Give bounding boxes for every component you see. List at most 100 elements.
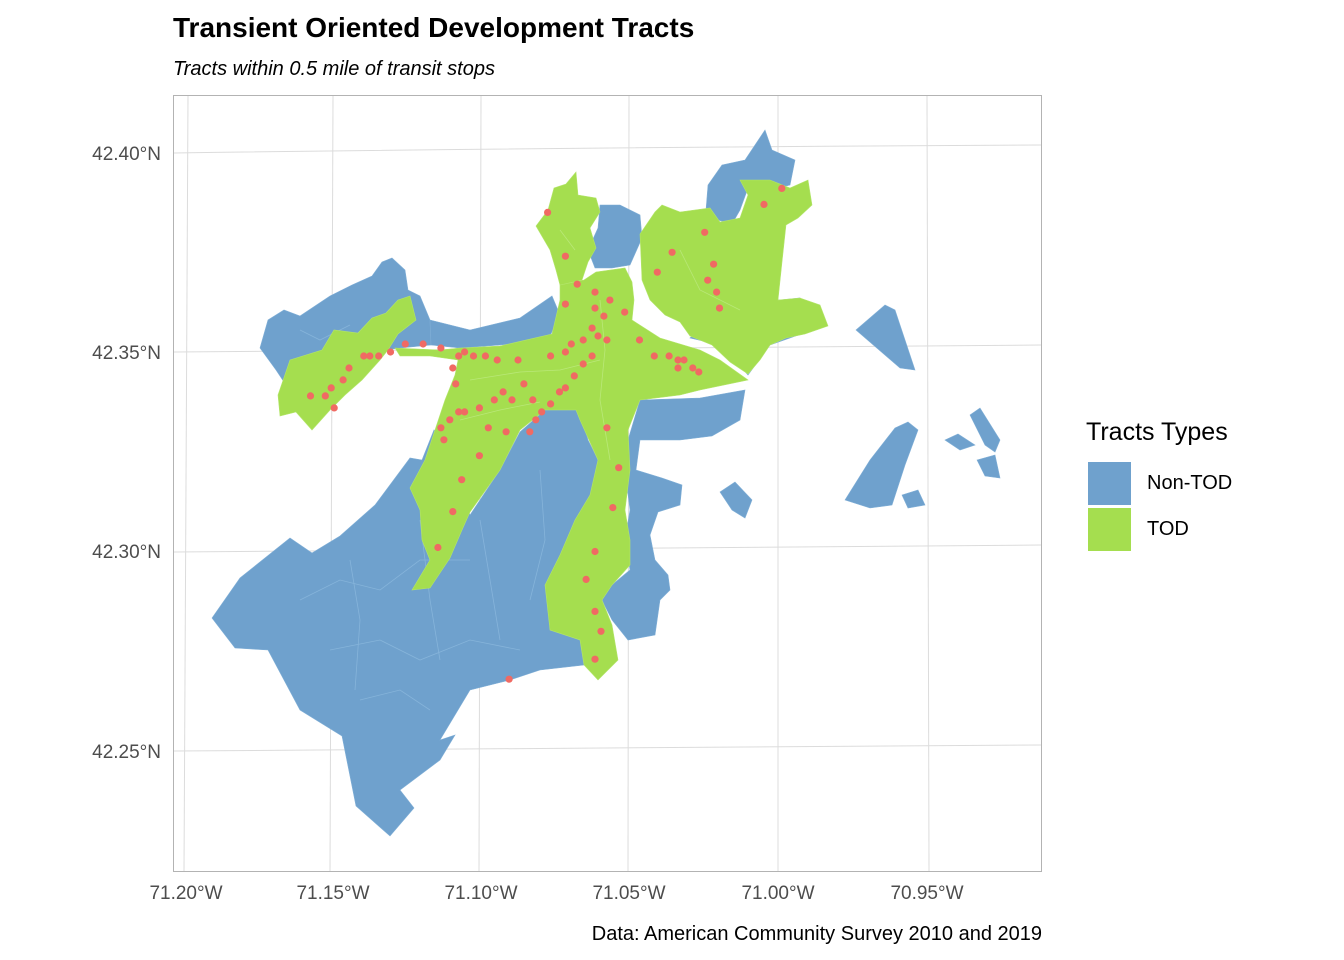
transit-stop-point <box>715 304 724 312</box>
transit-stop-point <box>778 184 786 192</box>
transit-stop-point <box>490 396 498 404</box>
y-tick-label: 42.40°N <box>92 144 161 165</box>
transit-stop-point <box>475 404 483 412</box>
transit-stop-point <box>327 384 335 392</box>
transit-stop-point <box>446 416 454 424</box>
transit-stop-point <box>440 436 448 444</box>
transit-stop-point <box>386 348 395 356</box>
transit-stop-point <box>330 404 338 412</box>
transit-stop-point <box>591 288 599 296</box>
transit-stop-point <box>603 424 611 432</box>
y-tick-label: 42.35°N <box>92 343 161 364</box>
island-5 <box>944 433 976 451</box>
transit-stop-point <box>555 388 564 396</box>
transit-stop-point <box>588 324 596 332</box>
transit-stop-point <box>561 252 570 260</box>
transit-stop-point <box>449 364 457 372</box>
transit-stop-point <box>452 380 460 388</box>
transit-stop-point <box>401 340 409 348</box>
island-4 <box>901 489 926 509</box>
transit-stop-point <box>526 428 534 436</box>
transit-stop-point <box>475 452 483 460</box>
transit-stop-point <box>455 408 463 416</box>
transit-stop-point <box>455 352 463 360</box>
island-7 <box>976 454 1001 479</box>
transit-stop-point <box>597 627 605 635</box>
y-tick-label: 42.25°N <box>92 742 161 763</box>
tract-east-boston-tod <box>639 179 829 375</box>
transit-stop-point <box>579 336 587 344</box>
transit-stop-point <box>621 308 629 316</box>
x-axis: 71.20°W 71.15°W 71.10°W 71.05°W 71.00°W … <box>149 883 963 904</box>
island-6 <box>969 407 1001 453</box>
transit-stop-point <box>360 352 368 360</box>
x-tick-label: 71.00°W <box>741 883 814 904</box>
transit-stop-point <box>561 348 570 356</box>
legend-item-non-tod: Non-TOD <box>1088 461 1232 505</box>
transit-stop-point <box>591 655 599 663</box>
transit-stop-point <box>306 392 315 400</box>
y-axis: 42.40°N 42.35°N 42.30°N 42.25°N <box>92 144 161 763</box>
transit-stop-point <box>668 248 676 256</box>
transit-stop-point <box>588 352 596 360</box>
x-tick-label: 71.10°W <box>444 883 517 904</box>
x-tick-label: 71.20°W <box>149 883 222 904</box>
tract-south-mainland <box>211 409 606 837</box>
transit-stop-point <box>760 200 768 208</box>
transit-stop-point <box>650 352 658 360</box>
transit-stop-point <box>674 364 682 372</box>
transit-stop-point <box>532 416 540 424</box>
island-3 <box>719 481 753 519</box>
x-tick-label: 70.95°W <box>890 883 963 904</box>
tract-charlestown-tod <box>535 171 601 286</box>
data-source-caption: Data: American Community Survey 2010 and… <box>591 923 1042 945</box>
transit-stop-point <box>603 336 611 344</box>
transit-stop-point <box>713 288 721 296</box>
transit-stop-point <box>615 464 623 472</box>
x-tick-label: 71.15°W <box>296 883 369 904</box>
transit-stop-point <box>561 300 570 308</box>
transit-stop-point <box>591 304 599 312</box>
legend-title: Tracts Types <box>1086 418 1228 446</box>
transit-stop-point <box>345 364 353 372</box>
transit-stop-point <box>710 260 718 268</box>
transit-stop-point <box>609 504 617 512</box>
transit-stop-point <box>520 380 528 388</box>
transit-stop-point <box>594 332 602 340</box>
transit-stop-point <box>502 428 510 436</box>
island-2 <box>844 421 919 509</box>
transit-stop-point <box>469 352 478 360</box>
transit-stop-point <box>582 575 590 584</box>
legend-item-tod: TOD <box>1088 507 1189 551</box>
map-subtitle: Tracts within 0.5 mile of transit stops <box>173 58 495 80</box>
transit-stop-point <box>579 360 587 368</box>
transit-stop-point <box>437 344 445 352</box>
transit-stop-point <box>508 396 516 404</box>
transit-stop-point <box>561 384 570 392</box>
transit-stop-point <box>665 352 673 360</box>
transit-stop-point <box>591 607 599 616</box>
transit-stop-point <box>567 340 575 348</box>
transit-stop-point <box>419 340 427 348</box>
transit-stop-point <box>493 356 501 364</box>
transit-stop-point <box>544 208 552 216</box>
tract-core-tod <box>394 267 749 681</box>
x-tick-label: 71.05°W <box>592 883 665 904</box>
transit-stop-point <box>573 280 581 288</box>
transit-stop-point <box>458 476 466 484</box>
transit-stop-point <box>570 372 578 380</box>
transit-stop-point <box>321 392 329 400</box>
transit-stop-point <box>704 276 712 284</box>
transit-stop-point <box>674 356 682 364</box>
transit-stop-point <box>653 268 661 276</box>
legend-swatch-non-tod <box>1088 461 1131 505</box>
legend-label: TOD <box>1147 517 1189 540</box>
transit-stop-point <box>701 228 709 236</box>
transit-stops <box>306 184 786 683</box>
map-title: Transient Oriented Development Tracts <box>173 12 695 43</box>
transit-stop-point <box>505 675 513 683</box>
transit-stop-point <box>481 352 489 360</box>
transit-stop-point <box>547 352 555 360</box>
transit-stop-point <box>689 364 697 372</box>
transit-stop-point <box>375 352 383 360</box>
